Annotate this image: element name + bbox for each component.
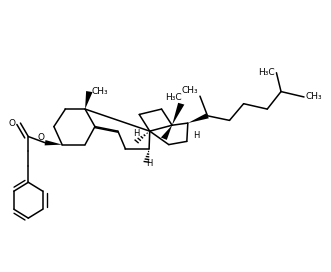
Text: O: O <box>37 133 44 142</box>
Polygon shape <box>188 113 209 123</box>
Text: H: H <box>146 159 152 168</box>
Text: H₃C: H₃C <box>258 68 275 77</box>
Polygon shape <box>172 103 184 125</box>
Polygon shape <box>161 125 172 140</box>
Text: H: H <box>133 129 139 138</box>
Text: O: O <box>9 119 16 128</box>
Text: H₃C: H₃C <box>165 93 182 102</box>
Text: H: H <box>193 131 199 140</box>
Polygon shape <box>45 140 62 146</box>
Text: CH₃: CH₃ <box>182 86 198 95</box>
Text: CH₃: CH₃ <box>306 92 322 101</box>
Polygon shape <box>85 91 93 109</box>
Text: CH₃: CH₃ <box>92 87 109 96</box>
